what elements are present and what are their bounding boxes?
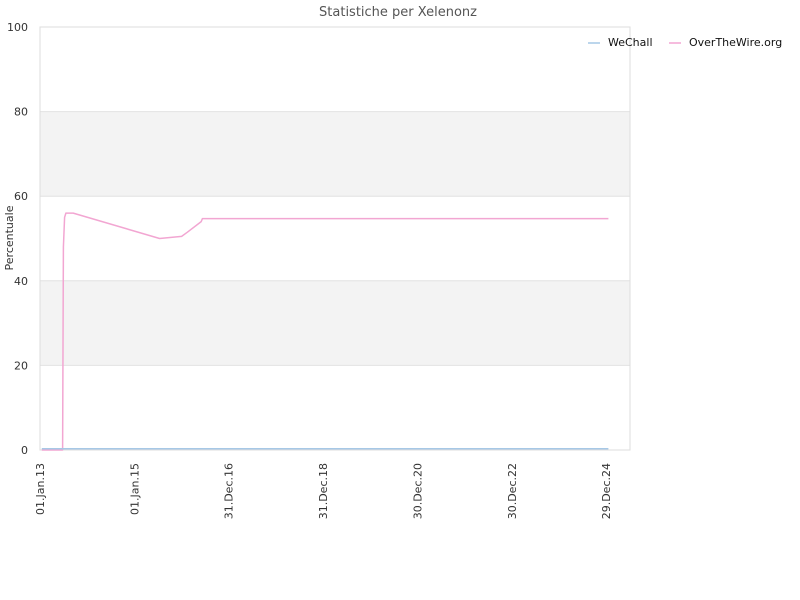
legend-label: WeChall <box>608 36 653 49</box>
x-axis-ticks: 01.Jan.13 01.Jan.15 31.Dec.16 31.Dec.18 30.D… <box>34 463 613 519</box>
series-lines <box>41 212 609 451</box>
x-tick-label: 31.Dec.18 <box>317 463 330 519</box>
y-axis-label: Percentuale <box>3 205 16 270</box>
chart-title: Statistiche per Xelenonz <box>319 5 477 20</box>
y-tick-label: 100 <box>7 21 28 34</box>
x-tick-label: 01.Jan.15 <box>128 463 141 515</box>
x-tick-label: 29.Dec.24 <box>600 463 613 519</box>
y-axis-ticks: 0 20 40 60 80 100 <box>7 21 28 457</box>
y-tick-label: 20 <box>14 359 28 372</box>
grid-bands <box>40 111 630 366</box>
legend: WeChall OverTheWire.org <box>588 36 782 49</box>
series-line-overthewire-org <box>41 212 609 451</box>
x-tick-label: 30.Dec.22 <box>506 463 519 519</box>
x-tick-label: 01.Jan.13 <box>34 463 47 515</box>
y-tick-label: 40 <box>14 275 28 288</box>
legend-label: OverTheWire.org <box>689 36 782 49</box>
x-tick-label: 31.Dec.16 <box>223 463 236 519</box>
y-tick-label: 80 <box>14 106 28 119</box>
y-tick-label: 60 <box>14 190 28 203</box>
grid-band <box>40 111 630 197</box>
x-tick-label: 30.Dec.20 <box>411 463 424 519</box>
grid-band <box>40 280 630 366</box>
y-tick-label: 0 <box>21 444 28 457</box>
plot-area <box>39 26 631 451</box>
grid-lines <box>40 26 630 451</box>
